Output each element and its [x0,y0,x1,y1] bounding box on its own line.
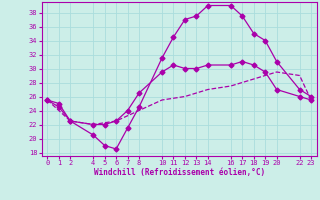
X-axis label: Windchill (Refroidissement éolien,°C): Windchill (Refroidissement éolien,°C) [94,168,265,177]
